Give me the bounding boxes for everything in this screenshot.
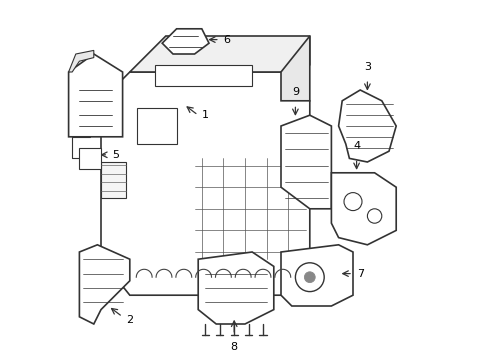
Text: 7: 7	[357, 269, 364, 279]
Text: 5: 5	[112, 150, 119, 160]
Polygon shape	[137, 108, 176, 144]
Text: 4: 4	[353, 141, 360, 151]
Polygon shape	[281, 36, 310, 101]
Text: 2: 2	[126, 315, 133, 325]
Polygon shape	[79, 148, 101, 169]
Text: 8: 8	[231, 342, 238, 352]
Polygon shape	[69, 50, 94, 72]
Polygon shape	[101, 72, 310, 295]
Text: 6: 6	[223, 35, 230, 45]
Text: 9: 9	[292, 87, 299, 97]
Polygon shape	[339, 90, 396, 162]
Polygon shape	[130, 36, 310, 72]
Polygon shape	[198, 252, 274, 324]
Polygon shape	[101, 162, 126, 198]
Polygon shape	[69, 54, 122, 137]
Text: 3: 3	[364, 62, 371, 72]
Polygon shape	[162, 29, 209, 54]
Circle shape	[304, 272, 315, 283]
Polygon shape	[331, 173, 396, 245]
Polygon shape	[155, 65, 252, 86]
Text: 1: 1	[202, 110, 209, 120]
Polygon shape	[79, 245, 130, 324]
Polygon shape	[281, 245, 353, 306]
Polygon shape	[281, 115, 331, 209]
